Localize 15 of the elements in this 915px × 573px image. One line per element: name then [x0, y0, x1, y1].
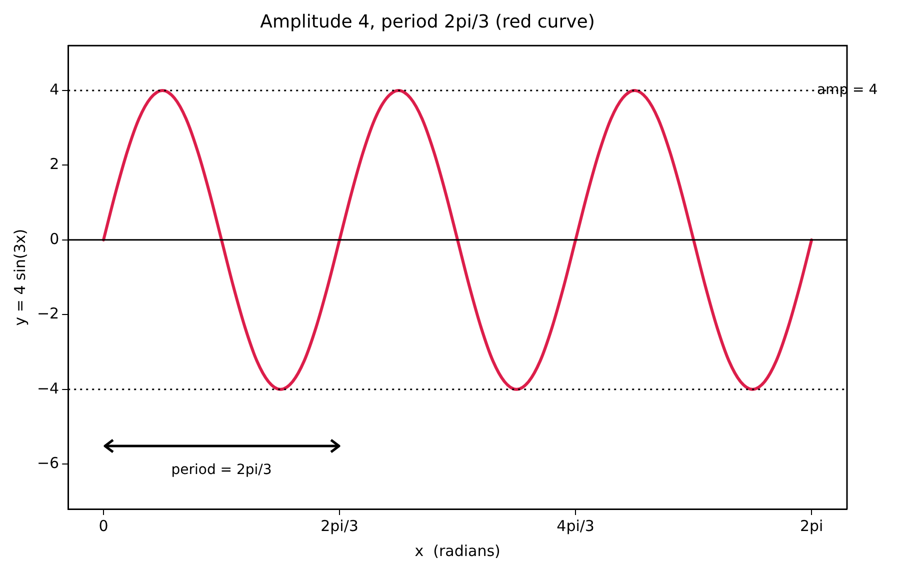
annotation: period = 2pi/3: [171, 462, 272, 478]
chart-title: Amplitude 4, period 2pi/3 (red curve): [260, 11, 595, 32]
x-tick-label: 4pi/3: [556, 516, 594, 535]
x-tick-label: 2pi/3: [320, 516, 358, 535]
y-tick-label: −2: [36, 304, 60, 323]
y-tick-label: −4: [36, 379, 60, 398]
y-tick-label: −6: [36, 454, 60, 472]
x-tick-label: 2pi: [800, 516, 824, 535]
line-series: [102, 88, 814, 391]
y-tick-label: 4: [50, 80, 60, 98]
y-tick-label: 2: [50, 155, 60, 174]
y-axis-title: y = 4 sin(3x): [10, 228, 29, 326]
y-tick-label: 0: [50, 230, 60, 248]
x-axis-title: x (radians): [414, 542, 500, 560]
x-tick-label: 0: [98, 516, 108, 535]
